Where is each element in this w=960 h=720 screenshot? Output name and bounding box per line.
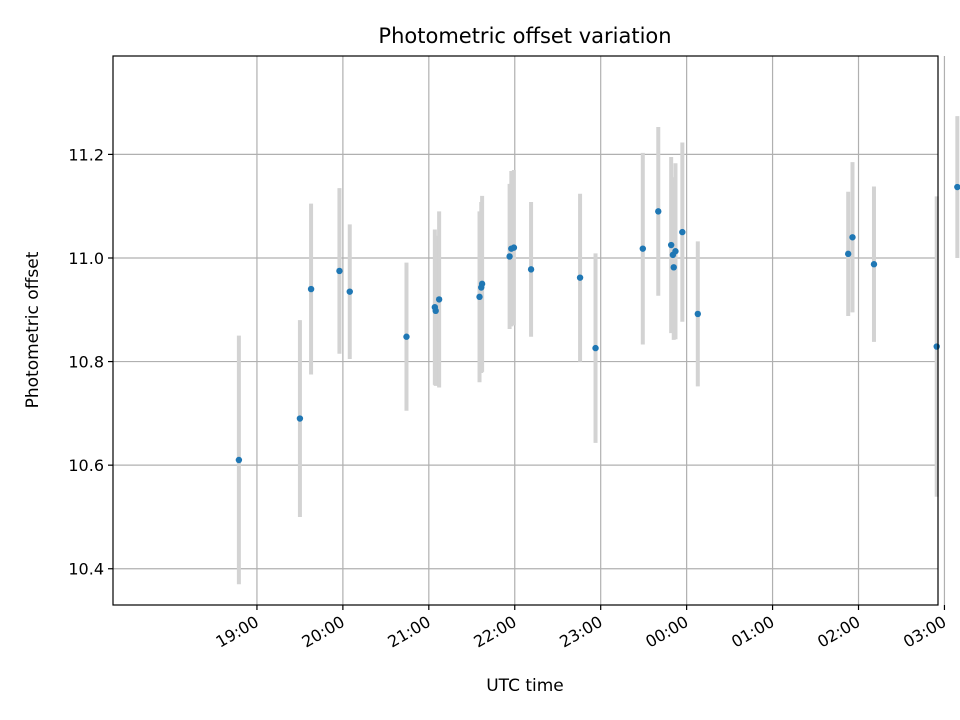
data-point-12 — [506, 253, 513, 260]
data-point-23 — [672, 248, 679, 255]
data-point-5 — [403, 333, 410, 340]
y-tick-label-2: 10.8 — [68, 353, 104, 372]
y-tick-label-3: 11.0 — [68, 249, 104, 268]
plot-area-frame — [112, 55, 939, 606]
data-point-15 — [527, 266, 535, 273]
data-point-7 — [432, 307, 439, 315]
data-point-19 — [655, 208, 662, 215]
data-point-8 — [435, 296, 443, 303]
y-axis-ticks: 10.4 10.6 10.8 11.0 11.2 — [68, 145, 113, 579]
data-point-27 — [849, 234, 856, 241]
x-tick-label-8: 03:00 — [900, 612, 949, 652]
x-tick-label-1: 20:00 — [298, 612, 347, 652]
x-axis-ticks: 19:00 20:00 21:00 22:00 23:00 00:00 01:00 02:00… — [213, 605, 949, 652]
data-point-20 — [667, 241, 675, 249]
data-point-9 — [476, 293, 483, 301]
data-point-29 — [933, 343, 940, 350]
x-tick-label-5: 00:00 — [642, 612, 691, 652]
x-tick-label-4: 23:00 — [556, 612, 605, 652]
grid-lines — [113, 56, 946, 605]
x-tick-label-0: 19:00 — [213, 612, 262, 652]
data-point-3 — [336, 267, 343, 275]
y-tick-label-0: 10.4 — [68, 560, 104, 579]
data-point-2 — [307, 285, 315, 293]
data-point-22 — [670, 264, 677, 271]
data-point-28 — [870, 261, 878, 268]
y-tick-label-1: 10.6 — [68, 456, 104, 475]
data-point-18 — [639, 245, 647, 252]
y-tick-label-4: 11.2 — [68, 145, 104, 164]
data-point-26 — [844, 250, 852, 258]
data-point-16 — [576, 274, 584, 281]
data-point-25 — [694, 310, 702, 318]
data-point-1 — [296, 415, 304, 422]
x-tick-label-2: 21:00 — [384, 612, 433, 652]
data-point-0 — [235, 456, 243, 464]
data-point-4 — [346, 288, 353, 295]
data-point-24 — [679, 228, 686, 236]
chart-title: Photometric offset variation — [378, 24, 671, 48]
data-point-14 — [510, 244, 518, 251]
x-axis-title: UTC time — [486, 676, 564, 696]
x-tick-label-6: 01:00 — [728, 612, 777, 652]
data-point-11 — [478, 280, 486, 288]
y-axis-title: Photometric offset — [23, 251, 43, 408]
data-point-17 — [592, 344, 599, 352]
data-point-30 — [954, 183, 960, 191]
error-bars — [236, 116, 960, 585]
x-tick-label-3: 22:00 — [470, 612, 519, 652]
x-tick-label-7: 02:00 — [814, 612, 863, 652]
